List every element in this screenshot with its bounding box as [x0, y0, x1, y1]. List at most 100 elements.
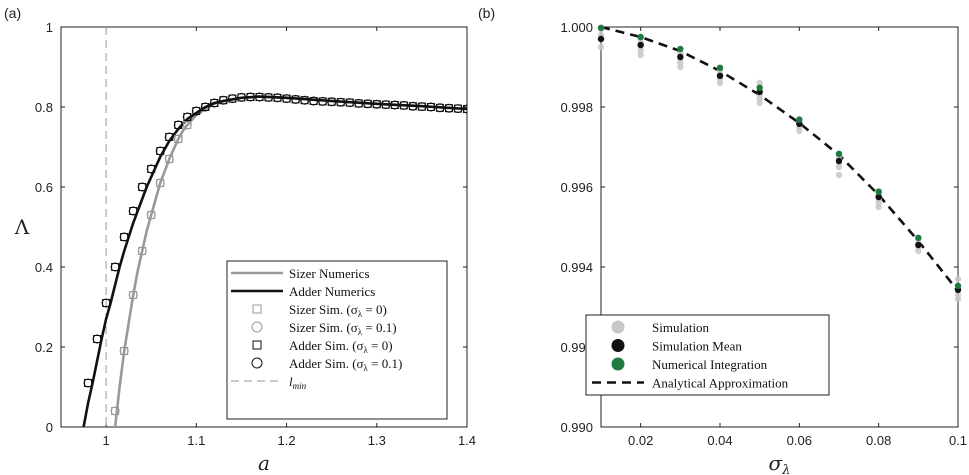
x-tick-label-b: 0.08: [866, 433, 891, 448]
marker-circle: [336, 97, 346, 107]
legend-swatch-b: [611, 339, 625, 352]
panel-a-label: (a): [4, 5, 21, 21]
x-axis-label-b: σλ: [769, 451, 791, 475]
legend-label-a: Sizer Sim. (σλ = 0): [289, 302, 387, 319]
marker-circle: [128, 206, 138, 216]
x-tick-label-b: 0.1: [949, 433, 967, 448]
marker-circle: [291, 94, 301, 104]
marker-circle: [363, 99, 373, 109]
marker-circle: [146, 210, 156, 220]
y-tick-label-b: 0.996: [560, 180, 593, 195]
marker-circle: [245, 92, 255, 102]
y-tick-label-a: 1: [46, 20, 53, 35]
point-2: [756, 84, 763, 92]
point-1: [597, 35, 605, 43]
marker-circle: [462, 104, 467, 114]
marker-square: [84, 379, 93, 387]
marker-circle: [137, 246, 147, 256]
marker-circle: [282, 94, 292, 104]
marker-circle: [227, 94, 237, 104]
legend-label-b: Simulation: [652, 320, 710, 335]
marker-circle: [155, 146, 165, 156]
point-0: [677, 63, 684, 71]
point-0: [915, 247, 922, 255]
marker-circle: [218, 95, 228, 105]
legend-swatch-a: [251, 321, 263, 333]
legend-label-a: Adder Sim. (σλ = 0): [289, 338, 393, 355]
plot-frame-b: [600, 26, 959, 428]
legend-a: [226, 260, 448, 420]
point-2: [915, 234, 922, 241]
series-line-1: [82, 95, 467, 427]
panel-b-label: (b): [478, 5, 495, 21]
x-tick-label-a: 1.3: [368, 433, 386, 448]
marker-circle: [173, 134, 183, 144]
point-2: [954, 282, 962, 289]
plot-frame-a: [60, 26, 468, 428]
marker-circle: [173, 120, 183, 130]
marker-circle: [236, 92, 246, 102]
marker-circle: [137, 182, 147, 192]
point-1: [875, 193, 882, 201]
marker-circle: [101, 298, 111, 308]
legend-label-a: Adder Numerics: [289, 284, 375, 299]
y-tick-label-b: 0.994: [560, 260, 593, 275]
point-1: [637, 41, 644, 49]
marker-circle: [128, 290, 138, 300]
marker-circle: [408, 101, 418, 111]
legend-swatch-b: [611, 357, 625, 371]
marker-circle: [200, 102, 210, 112]
marker-circle: [345, 98, 355, 108]
y-tick-label-b: 0.990: [560, 420, 593, 435]
point-2: [716, 64, 724, 72]
point-2: [835, 150, 843, 157]
point-0: [835, 171, 843, 179]
marker-circle: [264, 92, 274, 102]
marker-circle: [399, 100, 409, 110]
marker-circle: [354, 98, 364, 108]
point-0: [716, 79, 724, 87]
point-2: [875, 188, 882, 195]
point-0: [835, 163, 843, 171]
point-2: [796, 116, 803, 124]
x-tick-label-a: 1.4: [458, 433, 476, 448]
marker-circle: [417, 102, 427, 112]
x-axis-label-a: a: [258, 451, 270, 475]
y-tick-label-a: 0: [46, 420, 53, 435]
marker-circle: [146, 164, 156, 174]
point-2: [677, 45, 684, 53]
marker-circle: [327, 97, 337, 107]
point-1: [915, 241, 922, 249]
point-1: [835, 157, 843, 165]
marker-circle: [390, 100, 400, 110]
marker-circle: [92, 334, 102, 344]
point-0: [954, 275, 962, 283]
marker-circle: [191, 106, 201, 116]
point-0: [637, 51, 644, 59]
point-0: [796, 127, 803, 135]
legend-label-b: Analytical Approximation: [652, 376, 789, 391]
legend-label-lmin: lmin: [289, 374, 307, 391]
legend-swatch-a: [251, 357, 263, 369]
marker-circle: [164, 132, 174, 142]
y-tick-label-a: 0.2: [35, 340, 53, 355]
y-tick-label-b: 1.000: [560, 20, 593, 35]
marker-circle: [453, 104, 463, 114]
point-1: [677, 53, 684, 61]
legend-swatch-a: [252, 340, 262, 350]
marker-circle: [273, 93, 283, 103]
point-0: [954, 295, 962, 303]
x-tick-label-b: 0.02: [628, 433, 653, 448]
chart-a: 1 1.1 1.2 1.3 1.4 0 0.2 0.4 0.6 0.8 1 a Λ Sizer Numer…: [14, 20, 476, 475]
analytical-line: [600, 25, 960, 292]
y-tick-label-a: 0.8: [35, 100, 53, 115]
marker-circle: [435, 103, 445, 113]
marker-circle: [155, 178, 165, 188]
marker-circle: [110, 262, 120, 272]
point-2: [637, 33, 644, 41]
x-tick-label-b: 0.06: [787, 433, 812, 448]
y-tick-label-a: 0.4: [35, 260, 53, 275]
marker-circle: [254, 92, 264, 102]
marker-circle: [119, 346, 129, 356]
y-tick-label-a: 0.6: [35, 180, 53, 195]
